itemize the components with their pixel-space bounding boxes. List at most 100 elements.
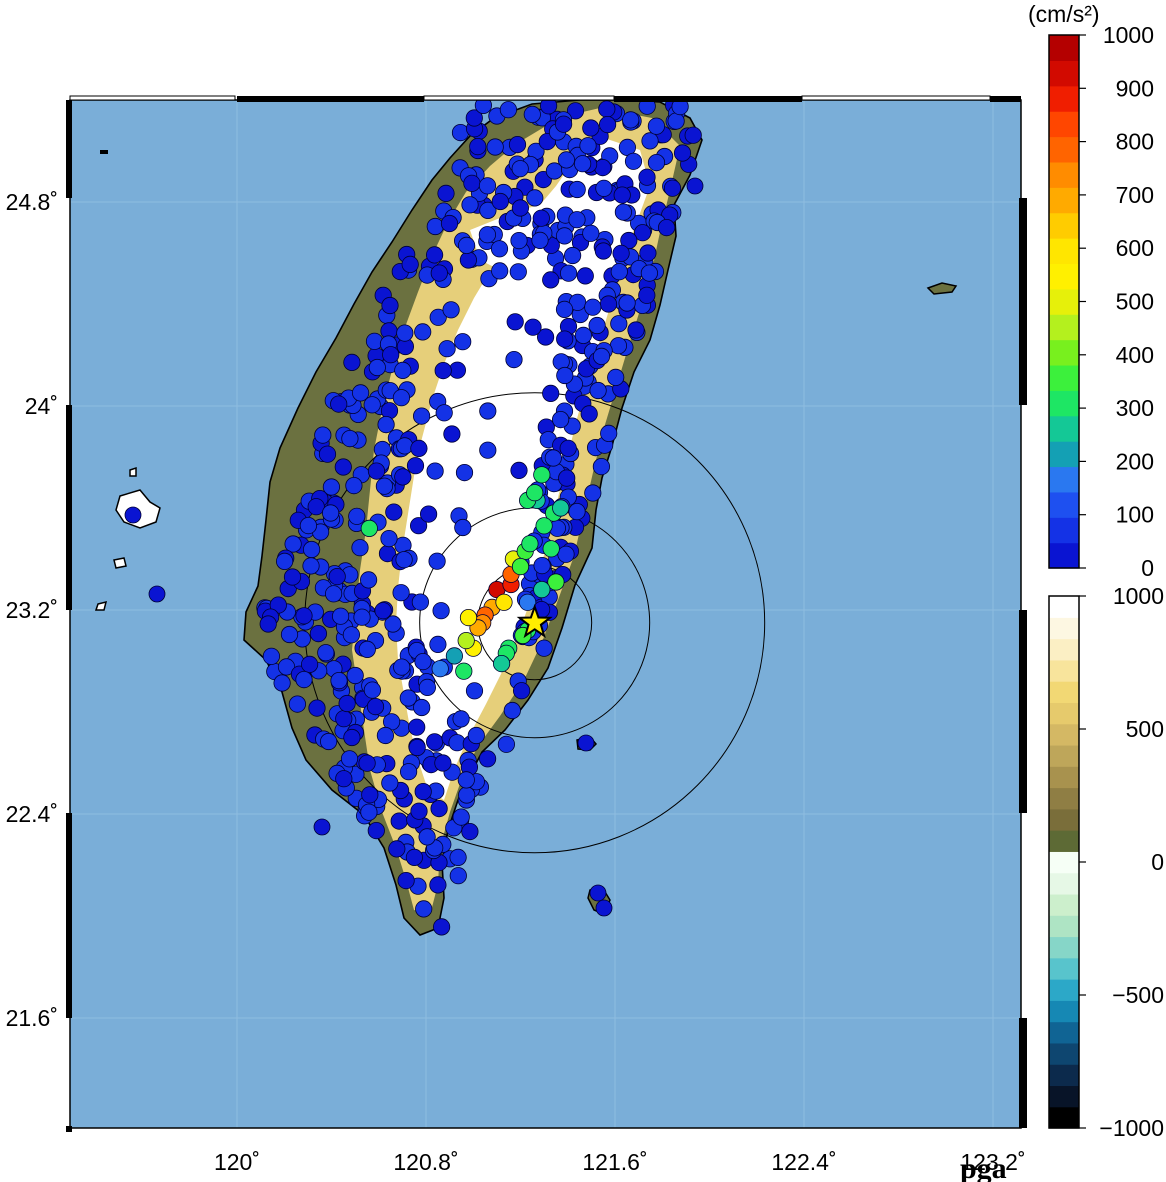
- map-panel: [69, 99, 1022, 1129]
- station-marker: [418, 828, 436, 846]
- station-marker: [319, 732, 338, 751]
- station-marker: [509, 263, 527, 281]
- pga-tick-label: 400: [1116, 342, 1154, 368]
- station-marker: [551, 410, 570, 429]
- pga-colorbar-swatch: [1049, 85, 1079, 112]
- station-marker: [540, 100, 558, 115]
- station-marker: [556, 366, 574, 385]
- station-marker: [576, 267, 594, 285]
- station-marker: [295, 670, 313, 689]
- pga-tick-label: 600: [1116, 235, 1154, 261]
- station-marker: [359, 571, 378, 589]
- station-marker: [478, 226, 496, 244]
- station-marker: [627, 321, 645, 339]
- station-marker: [622, 111, 640, 129]
- station-marker: [612, 244, 630, 262]
- station-marker: [594, 159, 612, 177]
- lat-label-3: 24˚: [25, 393, 58, 419]
- station-marker: [463, 174, 481, 192]
- station-marker: [411, 593, 429, 611]
- station-marker: [491, 192, 509, 211]
- station-marker: [429, 635, 447, 654]
- station-marker: [535, 639, 553, 657]
- station-marker: [148, 585, 166, 603]
- station-marker: [479, 201, 497, 219]
- station-marker: [673, 144, 692, 162]
- station-marker: [449, 867, 467, 885]
- lat-label-1: 22.4˚: [6, 801, 58, 827]
- station-marker: [613, 186, 631, 204]
- station-marker: [330, 671, 348, 690]
- station-marker: [524, 318, 542, 336]
- elevation-colorbar-swatch: [1049, 1085, 1079, 1108]
- station-marker: [582, 224, 600, 242]
- elevation-colorbar-swatch: [1049, 957, 1079, 980]
- station-marker: [343, 728, 361, 747]
- pga-tick-label: 100: [1116, 502, 1154, 528]
- station-marker: [351, 539, 369, 557]
- station-marker: [434, 754, 452, 772]
- epicenter-star-icon: [516, 603, 553, 639]
- station-marker: [638, 168, 656, 186]
- station-marker: [461, 196, 479, 214]
- station-marker: [555, 227, 574, 245]
- station-marker: [459, 608, 478, 627]
- station-marker: [577, 734, 595, 752]
- station-marker: [394, 468, 412, 486]
- pga-colorbar-swatch: [1049, 542, 1079, 569]
- pga-colorbar-swatch: [1049, 441, 1079, 468]
- station-marker: [584, 298, 602, 316]
- elevation-colorbar: 1000 500 0 −500 −1000: [1048, 583, 1164, 1141]
- station-marker: [343, 353, 361, 371]
- station-marker: [262, 647, 280, 665]
- elevation-colorbar-swatch: [1049, 1021, 1079, 1044]
- station-marker: [431, 660, 449, 678]
- station-marker: [533, 466, 551, 484]
- pga-colorbar-swatch: [1049, 136, 1079, 163]
- elevation-colorbar-swatch: [1049, 893, 1079, 916]
- station-marker: [376, 726, 394, 745]
- station-marker: [419, 505, 438, 523]
- lat-label-4: 24.8˚: [6, 189, 58, 215]
- yonaguni-island: [926, 282, 958, 295]
- elevation-colorbar-swatch: [1049, 596, 1079, 618]
- station-marker: [458, 786, 476, 804]
- station-marker: [360, 803, 378, 821]
- station-marker: [511, 199, 530, 217]
- station-marker: [406, 457, 425, 475]
- station-marker: [284, 535, 302, 553]
- station-marker: [573, 155, 592, 173]
- station-marker: [384, 615, 402, 633]
- station-marker: [557, 151, 576, 169]
- station-marker: [412, 407, 431, 425]
- station-marker: [523, 105, 541, 124]
- pga-tick-label: 1000: [1103, 22, 1154, 48]
- station-marker: [638, 286, 656, 304]
- station-marker: [353, 608, 371, 626]
- station-marker: [358, 640, 376, 659]
- station-marker: [437, 184, 455, 202]
- pga-colorbar-swatch: [1049, 364, 1079, 391]
- station-marker: [663, 179, 682, 197]
- station-marker: [582, 119, 600, 137]
- pga-tick-label: 900: [1116, 75, 1154, 101]
- station-marker: [657, 219, 676, 237]
- pga-colorbar-swatch: [1049, 35, 1079, 61]
- station-marker: [532, 209, 550, 227]
- station-marker: [618, 294, 636, 312]
- station-marker: [614, 203, 633, 221]
- station-marker: [414, 652, 432, 671]
- station-marker: [385, 503, 403, 521]
- station-marker: [559, 264, 578, 282]
- station-marker: [443, 425, 461, 443]
- station-marker: [568, 211, 586, 229]
- pga-tick-label: 300: [1116, 395, 1154, 421]
- elevation-tick-label: −1000: [1099, 1115, 1164, 1141]
- station-marker: [503, 701, 521, 720]
- station-marker: [365, 332, 384, 350]
- station-marker: [469, 138, 487, 156]
- pga-colorbar-swatch: [1049, 161, 1079, 188]
- station-marker: [684, 126, 702, 144]
- station-marker: [367, 462, 386, 480]
